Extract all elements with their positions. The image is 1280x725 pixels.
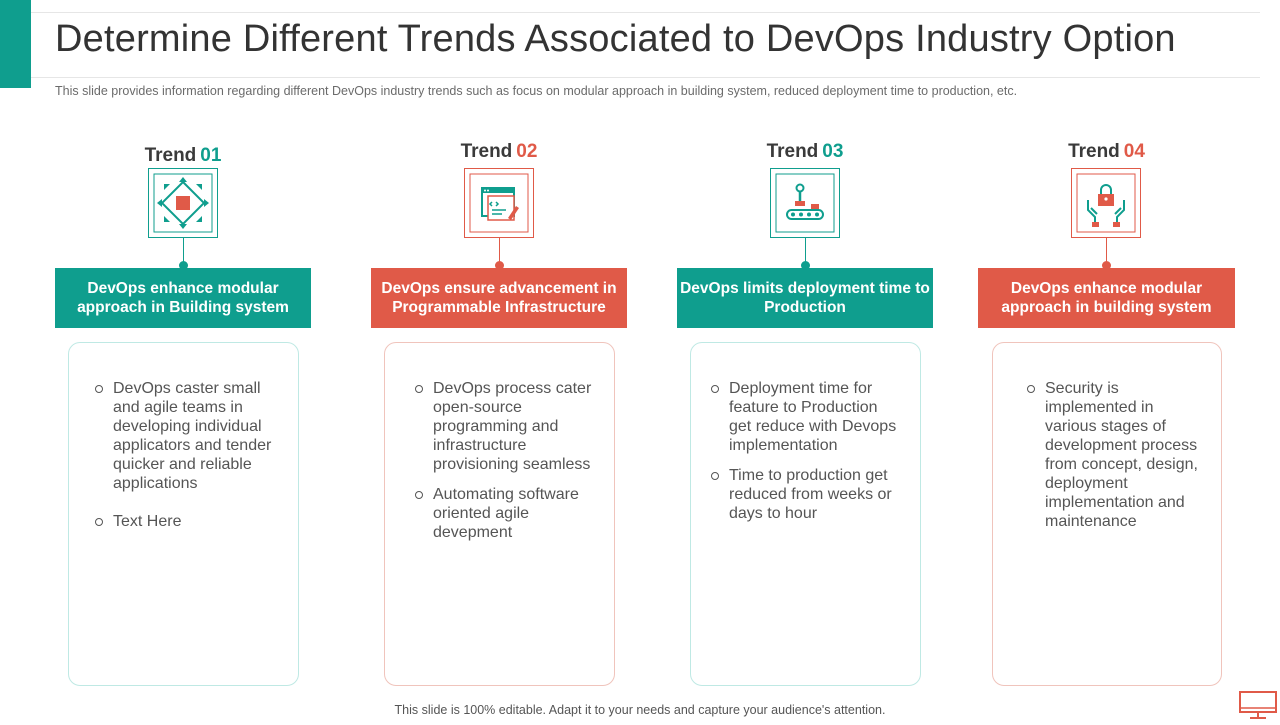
code-window-icon bbox=[464, 168, 534, 238]
trend-points-1: DevOps caster small and agile teams in d… bbox=[95, 379, 280, 542]
trend-label-2: Trend 02 bbox=[371, 141, 627, 163]
trend-column-2: Trend 02 DevOps ensure advancement in Pro… bbox=[371, 0, 627, 720]
trend-word: Trend bbox=[144, 145, 197, 166]
conveyor-robot-icon bbox=[770, 168, 840, 238]
trend-points-2: DevOps process cater open-source program… bbox=[415, 379, 596, 553]
trend-column-1: Trend 01 DevOps enhance modular approach … bbox=[55, 0, 311, 720]
modular-chip-icon bbox=[148, 168, 218, 238]
trend-points-4: Security is implemented in various stage… bbox=[1027, 379, 1203, 542]
connector-line bbox=[805, 238, 806, 264]
trend-word: Trend bbox=[460, 141, 513, 162]
list-item: Time to production get reduced from week… bbox=[711, 466, 902, 523]
trend-number: 04 bbox=[1123, 141, 1145, 162]
list-item: Security is implemented in various stage… bbox=[1027, 379, 1203, 531]
trend-banner-1: DevOps enhance modular approach in Build… bbox=[55, 268, 311, 328]
connector-line bbox=[499, 238, 500, 264]
trend-banner-2: DevOps ensure advancement in Programmabl… bbox=[371, 268, 627, 328]
security-lock-hands-icon bbox=[1071, 168, 1141, 238]
list-item: Automating software oriented agile devep… bbox=[415, 485, 596, 542]
list-item: Text Here bbox=[95, 512, 280, 531]
monitor-icon bbox=[1238, 690, 1278, 725]
connector-dot bbox=[179, 261, 188, 270]
list-item: Deployment time for feature to Productio… bbox=[711, 379, 902, 455]
title-frame bbox=[31, 12, 1260, 78]
trend-banner-4: DevOps enhance modular approach in build… bbox=[978, 268, 1235, 328]
connector-dot bbox=[1102, 261, 1111, 270]
trend-label-3: Trend 03 bbox=[677, 141, 933, 163]
connector-line bbox=[1106, 238, 1107, 264]
trend-banner-3: DevOps limits deployment time to Product… bbox=[677, 268, 933, 328]
trend-card-4: Security is implemented in various stage… bbox=[992, 342, 1222, 686]
connector-dot bbox=[495, 261, 504, 270]
footer-note: This slide is 100% editable. Adapt it to… bbox=[394, 703, 886, 717]
connector-dot bbox=[801, 261, 810, 270]
list-item: DevOps process cater open-source program… bbox=[415, 379, 596, 474]
slide-subtitle: This slide provides information regardin… bbox=[55, 84, 1018, 98]
connector-line bbox=[183, 238, 184, 264]
trend-number: 03 bbox=[822, 141, 844, 162]
trend-word: Trend bbox=[766, 141, 819, 162]
trend-column-4: Trend 04 DevOps enhance modular approach … bbox=[978, 0, 1235, 720]
trend-word: Trend bbox=[1068, 141, 1120, 162]
trend-card-3: Deployment time for feature to Productio… bbox=[690, 342, 921, 686]
trend-label-1: Trend 01 bbox=[55, 145, 311, 167]
trend-number: 01 bbox=[200, 145, 222, 166]
trend-points-3: Deployment time for feature to Productio… bbox=[711, 379, 902, 534]
trend-column-3: Trend 03 DevOps limits deployment time to… bbox=[677, 0, 933, 720]
list-item: DevOps caster small and agile teams in d… bbox=[95, 379, 280, 493]
slide-title: Determine Different Trends Associated to… bbox=[55, 18, 1176, 60]
trend-number: 02 bbox=[516, 141, 538, 162]
trend-card-1: DevOps caster small and agile teams in d… bbox=[68, 342, 299, 686]
accent-bar bbox=[0, 0, 31, 88]
trend-label-4: Trend 04 bbox=[978, 141, 1235, 163]
trend-card-2: DevOps process cater open-source program… bbox=[384, 342, 615, 686]
